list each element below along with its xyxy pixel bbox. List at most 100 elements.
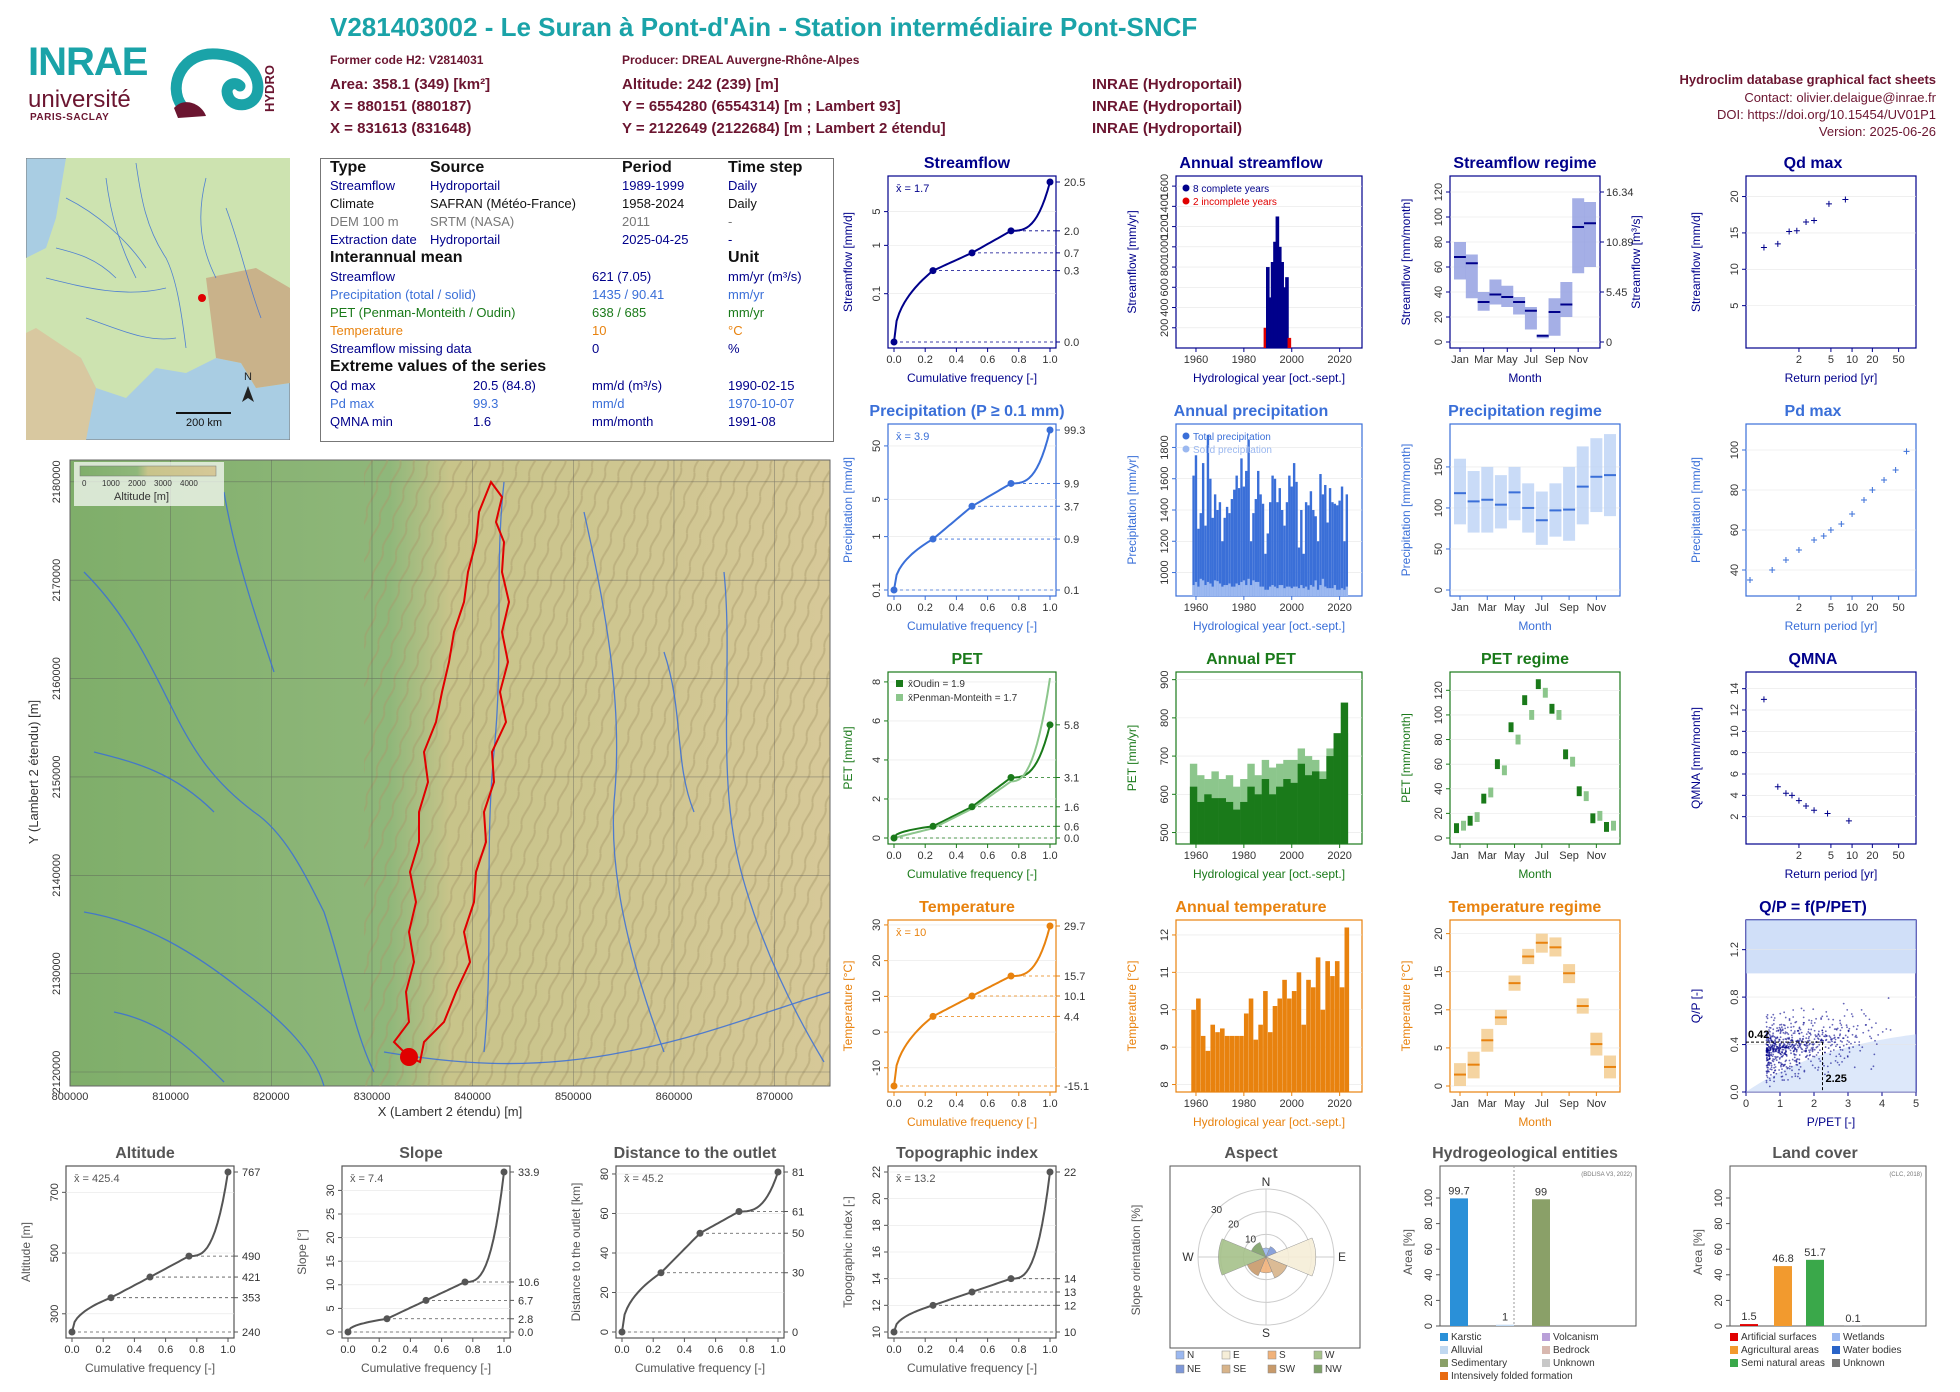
right-tick-label: 1.6	[1064, 802, 1079, 814]
x-tick-label: May	[1497, 354, 1518, 366]
scatter-point	[1800, 1043, 1802, 1045]
extreme-label: QMNA min	[330, 414, 393, 429]
energy-limit-zone	[1746, 920, 1916, 973]
scatter-point	[1791, 1034, 1793, 1036]
x-axis-label: Cumulative frequency [-]	[907, 1115, 1037, 1129]
scatter-point	[1885, 1028, 1887, 1030]
bar	[1247, 579, 1249, 596]
y-tick-label: 60	[1433, 261, 1445, 273]
legend-swatch	[1183, 198, 1190, 205]
bar	[1239, 1036, 1244, 1092]
y-tick-label: 100	[1729, 441, 1741, 459]
map-x-tick: 840000	[454, 1091, 491, 1103]
scatter-point	[1821, 1030, 1823, 1032]
scatter-point	[1803, 803, 1809, 809]
y-axis-label: Precipitation [mm/d]	[1689, 457, 1703, 563]
bar	[1238, 488, 1240, 596]
fdc-curve	[894, 926, 1050, 1086]
scatter-point	[1794, 1030, 1796, 1032]
right-tick-label: 22	[1064, 1167, 1076, 1179]
scatter-point	[1848, 1030, 1850, 1032]
right-tick-label: 14	[1064, 1274, 1076, 1286]
bar	[1200, 579, 1202, 596]
scatter-point	[1839, 1033, 1841, 1035]
scatter-point	[1770, 1062, 1772, 1064]
rose-direction-label: N	[1262, 1175, 1271, 1189]
x-tick-label: 0.6	[980, 602, 995, 614]
y-tick-label: 100	[1433, 208, 1445, 226]
scatter-point	[1773, 1023, 1775, 1025]
scatter-point	[1793, 1026, 1795, 1028]
scatter-point	[1822, 1032, 1824, 1034]
legend-swatch	[1222, 1351, 1230, 1359]
right-tick-label: -15.1	[1064, 1081, 1089, 1093]
bar	[1267, 533, 1269, 596]
mean-unit: mm/yr	[728, 305, 764, 320]
scatter-point	[1798, 1069, 1800, 1071]
legend-swatch	[1440, 1333, 1448, 1341]
bar	[1195, 582, 1197, 596]
regime-box	[1536, 492, 1548, 545]
scatter-point	[1775, 1044, 1777, 1046]
scatter-point	[1782, 1076, 1784, 1078]
scatter-point	[1771, 1069, 1773, 1071]
y-tick-label: 700	[49, 1183, 61, 1201]
scatter-point	[1779, 1029, 1781, 1031]
scatter-point	[1776, 1046, 1778, 1048]
bar	[1319, 474, 1321, 596]
legend-label: Agricultural areas	[1741, 1345, 1819, 1356]
regime-box	[1509, 467, 1521, 520]
scatter-point	[1773, 1077, 1775, 1079]
bar	[1307, 590, 1309, 596]
y-axis-label: PET [mm/yr]	[1125, 725, 1139, 791]
regime-box-pm	[1502, 765, 1507, 775]
x-axis-label: Month	[1508, 371, 1541, 385]
scatter-point	[1771, 1024, 1773, 1026]
y-tick-label: 20	[1433, 311, 1445, 323]
y-tick-label: 10	[1729, 725, 1741, 737]
scatter-point	[1780, 1064, 1782, 1066]
scatter-point	[1821, 1016, 1823, 1018]
regime-box	[1454, 459, 1466, 525]
x-tick-label: 5	[1828, 602, 1834, 614]
scatter-point	[1838, 1064, 1840, 1066]
bar	[1252, 580, 1254, 596]
scatter-point	[1858, 1044, 1860, 1046]
scatter-point	[1784, 1052, 1786, 1054]
y-axis-label: Slope orientation [%]	[1129, 1205, 1143, 1316]
y-axis-label: Temperature [°C]	[1125, 961, 1139, 1052]
scatter-point	[1809, 1040, 1811, 1042]
version: Version: 2025-06-26	[1819, 124, 1936, 139]
rose-direction-label: S	[1262, 1326, 1270, 1340]
scatter-point	[1904, 448, 1910, 454]
scatter-point	[1830, 1036, 1832, 1038]
bar	[1305, 587, 1307, 596]
bar	[1245, 585, 1247, 596]
scatter-point	[1772, 1014, 1774, 1016]
scatter-point	[1840, 1024, 1842, 1026]
bar	[1263, 991, 1268, 1092]
mean-value: 621 (7.05)	[592, 269, 651, 284]
x-tick-label: 5	[1828, 354, 1834, 366]
scatter-point	[1811, 1020, 1813, 1022]
scatter-point	[1837, 1028, 1839, 1030]
scatter-point	[1796, 1061, 1798, 1063]
scatter-point	[1768, 1058, 1770, 1060]
legend-label: Solid precipitation	[1193, 445, 1272, 456]
x-tick-label: 0.6	[980, 1098, 995, 1110]
x-tick-label: 2	[1796, 850, 1802, 862]
scatter-point	[1761, 244, 1767, 250]
scatter-point	[1840, 1029, 1842, 1031]
bar	[1247, 440, 1249, 596]
y-axis-label: Streamflow [mm/yr]	[1125, 210, 1139, 313]
scatter-point	[1791, 1076, 1793, 1078]
bar	[1326, 588, 1328, 596]
scatter-point	[1766, 1070, 1768, 1072]
bar	[1305, 502, 1307, 596]
scatter-point	[1861, 497, 1867, 503]
bar-value-label: 99.7	[1448, 1185, 1469, 1197]
